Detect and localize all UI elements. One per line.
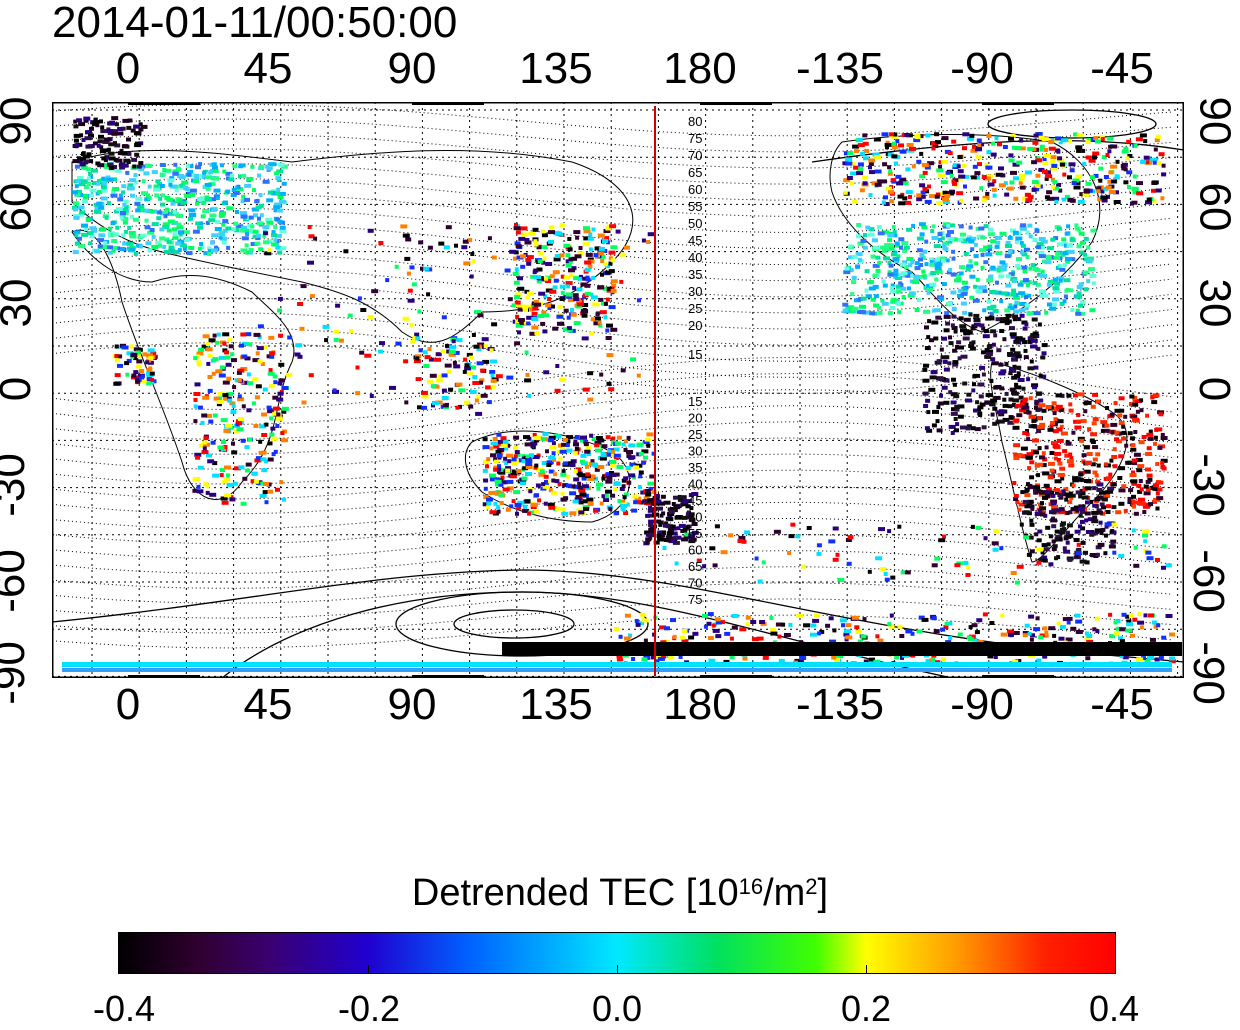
right-lat-label: -60 [1183, 549, 1233, 613]
contour-label: 40 [688, 477, 702, 492]
top-lon-label: 135 [519, 44, 593, 93]
colorbar-label: 0.2 [840, 988, 892, 1029]
top-lon-label: -45 [1090, 44, 1154, 93]
contour-label: 25 [688, 301, 702, 316]
colorbar-tick [866, 965, 867, 973]
contour-label: 40 [688, 250, 702, 265]
right-lat-label: 30 [1190, 278, 1240, 328]
contour-label: 50 [688, 216, 702, 231]
contour-label: 25 [688, 427, 702, 442]
colorbar-title-exponent: 16 [738, 874, 764, 899]
frame-tick-bars [128, 100, 1054, 680]
contour-label: 35 [688, 460, 702, 475]
contour-label: 75 [688, 131, 702, 146]
colorbar-label: -0.2 [337, 988, 401, 1029]
top-lon-label: 0 [115, 44, 141, 93]
bottom-lon-label: 135 [519, 680, 593, 729]
contour-label: 70 [688, 148, 702, 163]
contour-label: 65 [688, 559, 702, 574]
contour-label: 45 [688, 233, 702, 248]
tec-map-svg: 8075706560555045403530252015152025303540… [51, 100, 1185, 680]
contour-label: 20 [688, 318, 702, 333]
bottom-longitude-axis: 0 45 90 135 180 -135 -90 -45 [0, 680, 1240, 740]
contour-labels: 8075706560555045403530252015152025303540… [688, 114, 702, 607]
left-lat-label: -30 [0, 453, 34, 517]
contour-label: 30 [688, 284, 702, 299]
contour-label: 30 [688, 444, 702, 459]
australia-outline [464, 430, 630, 523]
left-lat-label: 90 [0, 96, 41, 146]
colorbar-label: 0.0 [591, 988, 643, 1029]
top-lon-label: -135 [795, 44, 885, 93]
top-lon-label: 180 [663, 44, 737, 93]
left-lat-label: -60 [0, 549, 34, 613]
bottom-lon-label: 180 [663, 680, 737, 729]
bottom-lon-label: -45 [1090, 680, 1154, 729]
contour-label: 60 [688, 182, 702, 197]
contour-label: 75 [688, 592, 702, 607]
top-longitude-axis: 0 45 90 135 180 -135 -90 -45 [0, 44, 1240, 104]
timestamp: 2014-01-11/00:50:00 [52, 0, 458, 47]
left-lat-label: 30 [0, 278, 41, 328]
north-america-outline [829, 134, 1101, 333]
colorbar-title: Detrended TEC [1016/m2] [0, 872, 1240, 915]
contour-label: 20 [688, 411, 702, 426]
bottom-lon-label: 0 [115, 680, 141, 729]
colorbar-tick [368, 965, 369, 973]
contour-label: 15 [688, 347, 702, 362]
contour-label: 65 [688, 165, 702, 180]
colorbar [118, 932, 1116, 974]
colorbar-label: -0.4 [92, 988, 156, 1029]
right-lat-label: 60 [1190, 182, 1240, 232]
right-lat-label: -30 [1183, 453, 1233, 517]
right-lat-label: 0 [1190, 376, 1240, 402]
tec-map: 80 75 70 65 60 55 50 45 40 35 30 25 20 15 15 20 25 30 35 40… [51, 100, 1185, 680]
contour-label: 60 [688, 543, 702, 558]
top-lon-label: 45 [243, 44, 293, 93]
left-lat-label: 0 [0, 377, 41, 401]
right-lat-label: 90 [1190, 96, 1240, 146]
contour-label: 80 [688, 114, 702, 129]
colorbar-title-unit: /m [763, 872, 806, 914]
contour-label: 55 [688, 199, 702, 214]
contour-label: 55 [688, 526, 702, 541]
colorbar-title-suffix: ] [817, 872, 829, 914]
contour-label: 35 [688, 267, 702, 282]
colorbar-label: 0.4 [1088, 988, 1140, 1029]
solid-contours [51, 109, 1185, 679]
left-lat-label: 60 [0, 182, 41, 232]
bottom-lon-label: -135 [795, 680, 885, 729]
colorbar-tick [617, 965, 618, 973]
colorbar-title-prefix: Detrended TEC [10 [411, 872, 739, 914]
contour-label: 70 [688, 576, 702, 591]
contour-label: 45 [688, 493, 702, 508]
bottom-lon-label: 45 [243, 680, 293, 729]
contour-label: 15 [688, 394, 702, 409]
bottom-lon-label: -90 [950, 680, 1014, 729]
bottom-lon-label: 90 [387, 680, 437, 729]
tec-data-points [62, 116, 1182, 672]
top-lon-label: 90 [387, 44, 437, 93]
colorbar-title-unit-exponent: 2 [805, 874, 818, 899]
contour-label: 50 [688, 510, 702, 525]
top-lon-label: -90 [950, 44, 1014, 93]
